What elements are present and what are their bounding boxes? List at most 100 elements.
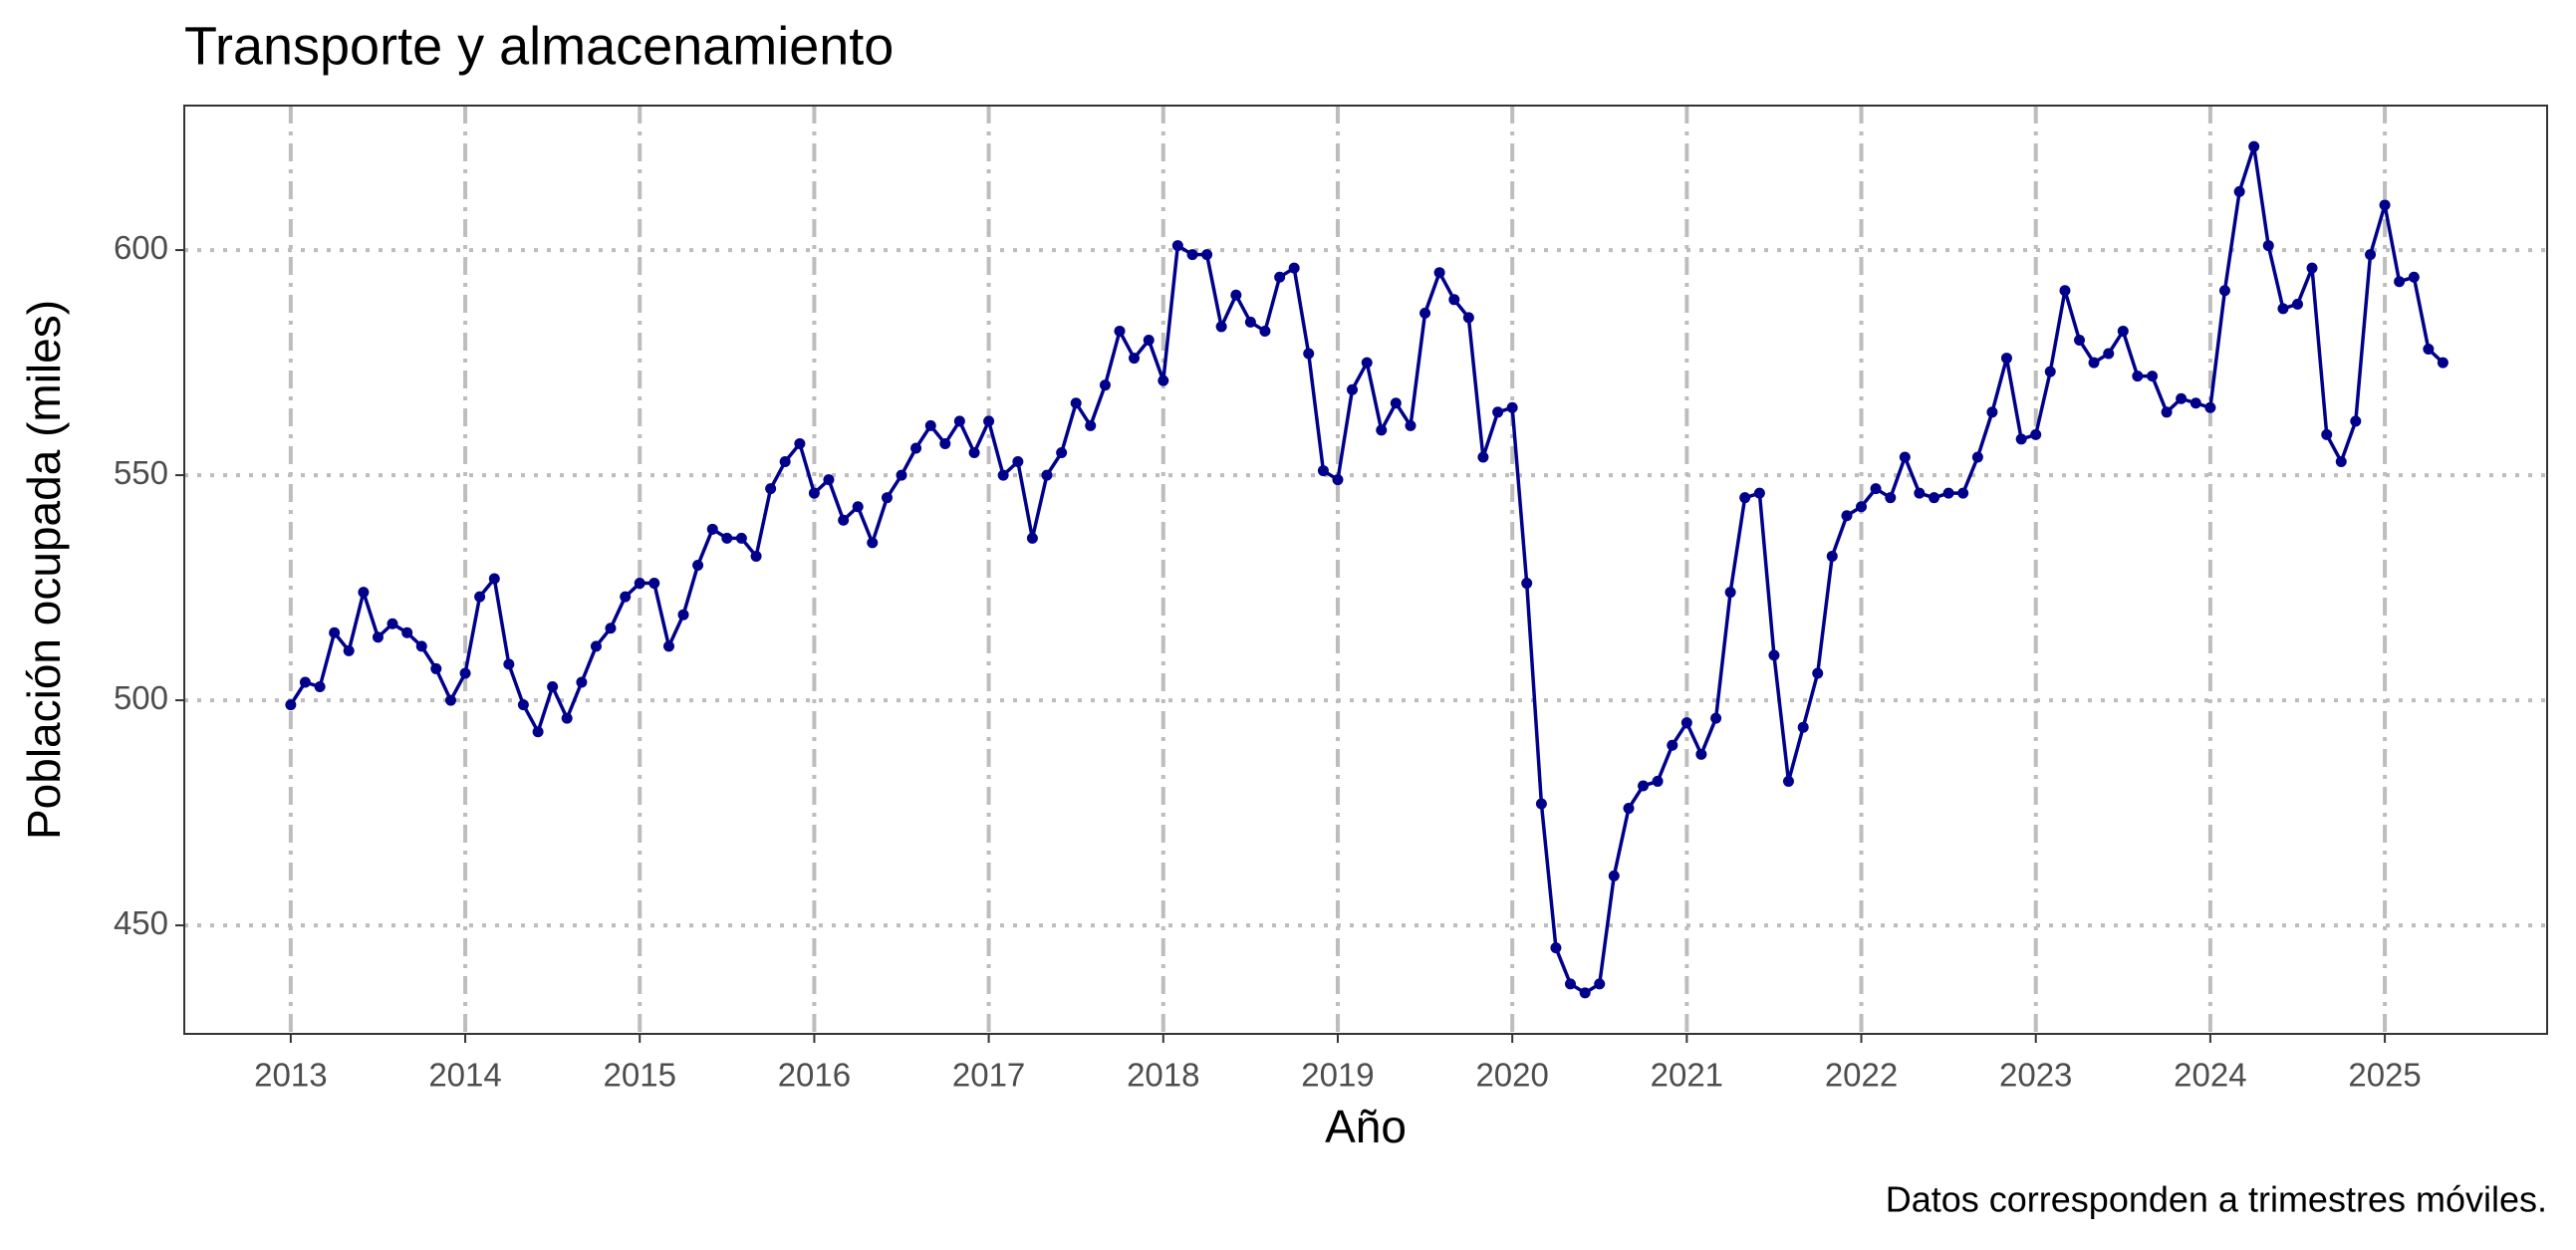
data-point bbox=[1303, 348, 1315, 360]
data-point bbox=[314, 681, 326, 693]
data-point bbox=[1390, 397, 1402, 409]
data-point bbox=[2408, 271, 2420, 283]
x-tick-label: 2025 bbox=[2348, 1057, 2421, 1094]
data-point bbox=[2437, 357, 2448, 369]
data-point bbox=[1608, 870, 1620, 881]
data-point bbox=[1361, 357, 1373, 369]
data-point bbox=[1448, 294, 1460, 306]
data-point bbox=[1114, 325, 1126, 337]
data-point bbox=[648, 578, 660, 590]
data-point bbox=[1826, 550, 1838, 562]
data-point bbox=[2000, 353, 2012, 365]
data-point bbox=[867, 537, 879, 549]
data-point bbox=[2176, 392, 2188, 404]
data-point bbox=[896, 469, 907, 481]
data-point bbox=[459, 667, 471, 679]
data-point bbox=[1419, 307, 1431, 319]
y-tick-label: 500 bbox=[114, 679, 168, 716]
data-point bbox=[939, 437, 951, 449]
x-axis-title: Año bbox=[1325, 1101, 1407, 1152]
data-point bbox=[1638, 780, 1650, 792]
x-tick-label: 2024 bbox=[2174, 1057, 2246, 1094]
data-point bbox=[285, 699, 297, 711]
data-point bbox=[808, 487, 820, 499]
data-point bbox=[1433, 267, 1445, 279]
data-point bbox=[1158, 375, 1169, 386]
data-point bbox=[2335, 456, 2347, 468]
x-tick-label: 2014 bbox=[428, 1057, 501, 1094]
data-point bbox=[735, 532, 747, 544]
data-point bbox=[1274, 271, 1286, 283]
y-axis-title: Población ocupada (miles) bbox=[18, 300, 70, 840]
data-point bbox=[2233, 185, 2245, 197]
data-point bbox=[634, 578, 645, 590]
data-point bbox=[2015, 433, 2027, 445]
data-point bbox=[488, 573, 500, 585]
x-tick-label: 2015 bbox=[604, 1057, 676, 1094]
data-point bbox=[1594, 978, 1606, 990]
data-point bbox=[2147, 371, 2159, 382]
data-point bbox=[1332, 474, 1344, 486]
x-tick-label: 2016 bbox=[778, 1057, 851, 1094]
data-point bbox=[692, 559, 704, 571]
data-point bbox=[924, 419, 936, 431]
data-point bbox=[1797, 721, 1809, 733]
data-point bbox=[910, 442, 922, 454]
chart-title: Transporte y almacenamiento bbox=[184, 16, 894, 76]
data-point bbox=[1885, 492, 1897, 504]
data-point bbox=[2306, 262, 2318, 274]
data-point bbox=[372, 631, 384, 643]
data-point bbox=[953, 415, 965, 427]
data-point bbox=[1971, 451, 1983, 463]
data-point bbox=[1986, 406, 1998, 418]
data-point bbox=[1680, 717, 1692, 729]
data-point bbox=[1942, 487, 1954, 499]
data-point bbox=[561, 712, 573, 724]
data-point bbox=[2277, 303, 2289, 315]
data-point bbox=[1899, 451, 1911, 463]
data-point bbox=[1026, 532, 1038, 544]
data-point bbox=[1462, 312, 1474, 324]
data-point bbox=[750, 550, 762, 562]
data-point bbox=[1521, 578, 1533, 590]
data-point bbox=[299, 676, 311, 688]
data-point bbox=[662, 640, 674, 652]
data-point bbox=[532, 726, 544, 738]
data-point bbox=[1652, 775, 1664, 787]
data-point bbox=[1477, 451, 1489, 463]
x-tick-label: 2023 bbox=[1999, 1057, 2072, 1094]
data-point bbox=[1244, 316, 1256, 328]
data-point bbox=[1070, 397, 1082, 409]
data-point bbox=[1841, 510, 1853, 522]
data-point bbox=[386, 618, 398, 629]
data-point bbox=[1768, 649, 1780, 661]
data-point bbox=[1201, 249, 1213, 261]
data-point bbox=[2321, 428, 2333, 440]
data-point bbox=[1012, 456, 1024, 468]
data-point bbox=[852, 501, 864, 513]
y-tick-label: 600 bbox=[114, 229, 168, 266]
x-tick-label: 2018 bbox=[1127, 1057, 1199, 1094]
data-point bbox=[2379, 199, 2391, 211]
plot-border bbox=[183, 105, 2548, 1035]
data-point bbox=[547, 681, 559, 693]
data-point bbox=[329, 626, 341, 638]
data-point bbox=[1695, 748, 1707, 760]
data-point bbox=[779, 456, 791, 468]
data-point bbox=[1914, 487, 1926, 499]
data-point bbox=[721, 532, 733, 544]
y-tick-label: 450 bbox=[114, 904, 168, 941]
data-point bbox=[605, 623, 617, 634]
x-tick-label: 2013 bbox=[254, 1057, 327, 1094]
data-point bbox=[517, 699, 529, 711]
data-point bbox=[1739, 492, 1751, 504]
data-point bbox=[706, 523, 718, 535]
data-point bbox=[794, 437, 806, 449]
data-point bbox=[1085, 419, 1097, 431]
caption: Datos corresponden a trimestres móviles. bbox=[1886, 1179, 2547, 1220]
data-point bbox=[1623, 803, 1635, 815]
x-tick-label: 2019 bbox=[1301, 1057, 1374, 1094]
data-point bbox=[677, 609, 689, 621]
data-point bbox=[474, 591, 486, 603]
